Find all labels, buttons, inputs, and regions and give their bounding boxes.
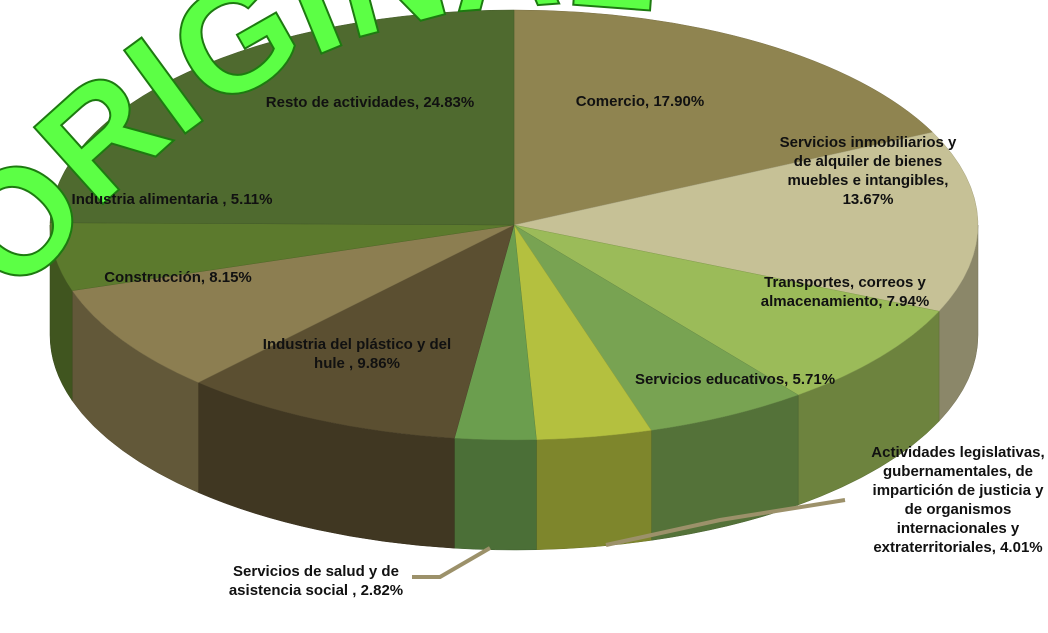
slice-label: Actividades legislativas, gubernamentale… [863, 443, 1048, 557]
slice [49, 9, 515, 226]
slice [71, 224, 515, 383]
slice [513, 131, 979, 312]
slice-label: Comercio, 17.90% [525, 92, 755, 111]
category-label: Resto de actividades, [265, 94, 420, 111]
slice-label: Industria del plástico y del hule , 9.86… [262, 335, 452, 373]
category-label: Actividades legislativas, gubernamentale… [871, 444, 1045, 556]
slice [513, 224, 940, 396]
value-label: 9.86% [357, 355, 400, 372]
value-label: 13.67% [842, 191, 894, 208]
category-label: Industria alimentaria , [71, 191, 227, 208]
slice-label: Transportes, correos y almacenamiento, 7… [745, 273, 945, 311]
slice [513, 224, 799, 431]
value-label: 4.01% [1000, 539, 1043, 556]
slice-side [536, 430, 652, 551]
slice-label: Servicios educativos, 5.71% [633, 370, 838, 389]
slice-side [454, 437, 537, 551]
category-label: Servicios inmobiliarios y de alquiler de… [779, 134, 957, 189]
slice [513, 9, 934, 226]
slice [197, 224, 515, 439]
value-label: 5.71% [792, 371, 836, 388]
category-label: Transportes, correos y almacenamiento, [760, 274, 926, 310]
value-label: 7.94% [886, 293, 930, 310]
slice-label: Construcción, 8.15% [63, 268, 293, 287]
value-label: 2.82% [360, 582, 404, 599]
category-label: Servicios de salud y de asistencia socia… [228, 563, 399, 599]
category-label: Comercio, [575, 93, 650, 110]
slice-label: Resto de actividades, 24.83% [265, 93, 475, 112]
slice-label: Servicios inmobiliarios y de alquiler de… [773, 133, 963, 209]
slice-label: Industria alimentaria , 5.11% [67, 190, 277, 209]
value-label: 24.83% [423, 94, 475, 111]
leader-line [605, 498, 846, 547]
leader-line [412, 546, 492, 579]
value-label: 5.11% [230, 191, 273, 208]
category-label: Construcción, [104, 269, 206, 286]
slice-label: Servicios de salud y de asistencia socia… [221, 562, 411, 600]
value-label: 8.15% [209, 269, 252, 286]
category-label: Servicios educativos, [634, 371, 789, 388]
category-label: Industria del plástico y del hule , [262, 336, 452, 372]
value-label: 17.90% [653, 93, 705, 110]
slice [49, 222, 515, 291]
